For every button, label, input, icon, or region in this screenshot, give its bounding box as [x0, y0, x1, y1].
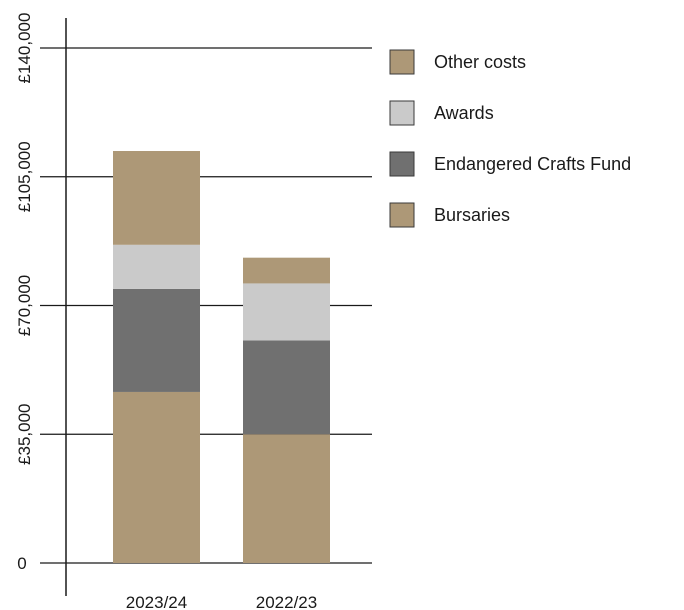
- legend: Other costs Awards Endangered Crafts Fund B…: [389, 49, 631, 228]
- bar-bursaries-2022-23: [243, 434, 330, 563]
- legend-label-endangered-crafts-fund: Endangered Crafts Fund: [434, 154, 631, 174]
- y-tick-label: £140,000: [15, 13, 34, 84]
- legend-label-bursaries: Bursaries: [434, 205, 510, 225]
- y-tick-labels: 0 £35,000 £70,000 £105,000 £140,000: [15, 13, 34, 573]
- legend-label-awards: Awards: [434, 103, 494, 123]
- y-tick-label: 0: [17, 554, 26, 573]
- legend-swatch-bursaries: [389, 202, 415, 228]
- x-category-labels: 2023/24 2022/23: [126, 593, 317, 610]
- legend-label-other-costs: Other costs: [434, 52, 526, 72]
- bars: [113, 151, 330, 563]
- bar-awards-2023-24: [113, 244, 200, 289]
- legend-swatch-endangered-crafts-fund: [389, 151, 415, 177]
- y-tick-label: £35,000: [15, 404, 34, 465]
- x-category-label: 2022/23: [256, 593, 317, 610]
- x-category-label: 2023/24: [126, 593, 187, 610]
- bar-other-costs-2023-24: [113, 151, 200, 245]
- bar-endangered-crafts-fund-2022-23: [243, 340, 330, 435]
- y-tick-label: £70,000: [15, 275, 34, 336]
- bar-bursaries-2023-24: [113, 391, 200, 563]
- bar-endangered-crafts-fund-2023-24: [113, 288, 200, 392]
- legend-swatch-awards: [389, 100, 415, 126]
- y-tick-label: £105,000: [15, 141, 34, 212]
- bar-other-costs-2022-23: [243, 257, 330, 284]
- legend-swatch-other-costs: [389, 49, 415, 75]
- bar-awards-2022-23: [243, 283, 330, 341]
